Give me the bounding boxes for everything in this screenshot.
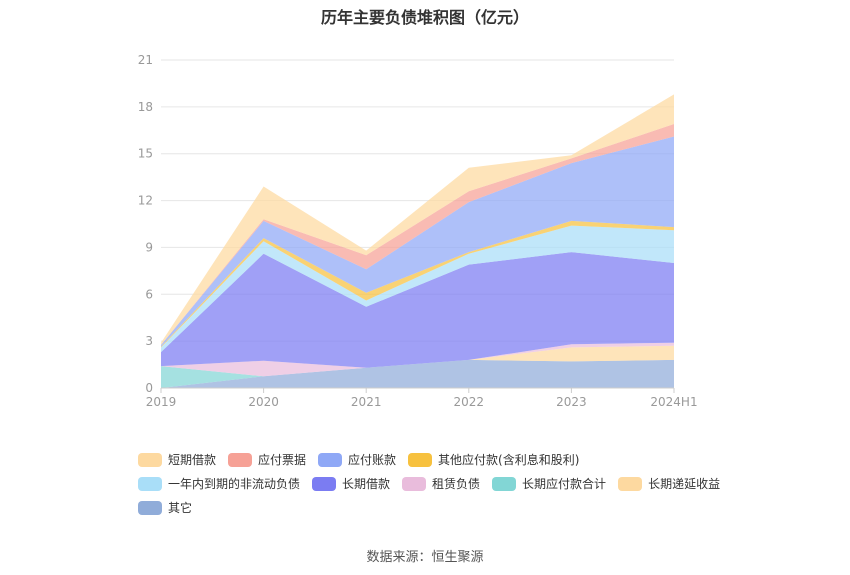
legend-row: 一年内到期的非流动负债 长期借款 租赁负债 长期应付款合计 长期递延收益: [138, 472, 732, 496]
legend-row: 短期借款 应付票据 应付账款 其他应付款(含利息和股利): [138, 448, 732, 472]
area-series-5[interactable]: [161, 252, 674, 368]
legend: 短期借款 应付票据 应付账款 其他应付款(含利息和股利) 一年内到期的非流动负债 长期借款…: [138, 448, 732, 520]
x-tick-label: 2023: [556, 395, 587, 409]
x-tick-label: 2019: [146, 395, 177, 409]
legend-swatch: [402, 477, 427, 491]
legend-label: 应付票据: [258, 453, 307, 467]
legend-label: 长期借款: [342, 477, 391, 491]
legend-swatch: [408, 453, 433, 467]
y-tick-label: 12: [138, 194, 153, 208]
legend-swatch: [618, 477, 643, 491]
x-tick-label: 2021: [351, 395, 382, 409]
legend-swatch: [228, 453, 253, 467]
legend-item[interactable]: 长期递延收益: [618, 477, 720, 491]
legend-swatch: [138, 477, 162, 491]
area-series-1[interactable]: [161, 124, 674, 345]
y-tick-label: 9: [145, 240, 153, 254]
legend-item[interactable]: 其它: [138, 501, 192, 515]
legend-label: 一年内到期的非流动负债: [168, 477, 301, 491]
legend-item[interactable]: 短期借款: [138, 453, 216, 467]
legend-swatch: [312, 477, 337, 491]
area-series-0[interactable]: [161, 94, 674, 346]
x-tick-label: 2024H1: [650, 395, 697, 409]
data-source-note: 数据来源：恒生聚源: [366, 550, 484, 565]
legend-item[interactable]: 其他应付款(含利息和股利): [408, 453, 579, 467]
legend-swatch: [318, 453, 343, 467]
legend-swatch: [138, 453, 162, 467]
area-series-3[interactable]: [161, 220, 674, 348]
y-tick-label: 6: [145, 287, 153, 301]
area-series-group: [161, 94, 674, 388]
x-tick-label: 2022: [454, 395, 485, 409]
area-series-2[interactable]: [161, 136, 674, 347]
legend-item[interactable]: 应付账款: [318, 453, 396, 467]
area-series-9[interactable]: [161, 359, 674, 388]
stacked-area-chart: 0 3 6 9 12 15 18 21 2019 2020 2021 2022 2023 2024H1: [138, 53, 698, 409]
legend-swatch: [492, 477, 517, 491]
legend-label: 其它: [168, 501, 193, 515]
legend-label: 租赁负债: [432, 477, 481, 491]
legend-item[interactable]: 租赁负债: [402, 477, 480, 491]
y-tick-label: 21: [138, 53, 153, 67]
legend-label: 其他应付款(含利息和股利): [438, 453, 580, 467]
legend-item[interactable]: 长期应付款合计: [492, 477, 606, 491]
area-series-8[interactable]: [161, 345, 674, 388]
legend-label: 应付账款: [348, 453, 397, 467]
axes: 0 3 6 9 12 15 18 21 2019 2020 2021 2022 2023 2024H1: [138, 53, 698, 409]
area-series-6[interactable]: [161, 342, 674, 377]
y-tick-label: 3: [145, 334, 153, 348]
legend-item[interactable]: 应付票据: [228, 453, 306, 467]
legend-label: 长期应付款合计: [522, 477, 607, 491]
area-series-4[interactable]: [161, 225, 674, 353]
legend-label: 长期递延收益: [648, 477, 721, 491]
legend-swatch: [138, 501, 162, 515]
legend-row: 其它: [138, 496, 732, 520]
legend-item[interactable]: 一年内到期的非流动负债: [138, 477, 300, 491]
x-tick-label: 2020: [248, 395, 279, 409]
y-tick-label: 18: [138, 100, 153, 114]
y-tick-label: 15: [138, 147, 153, 161]
chart-title: 历年主要负债堆积图（亿元）: [320, 8, 529, 27]
y-tick-label: 0: [145, 381, 153, 395]
legend-item[interactable]: 长期借款: [312, 477, 390, 491]
legend-label: 短期借款: [168, 453, 217, 467]
